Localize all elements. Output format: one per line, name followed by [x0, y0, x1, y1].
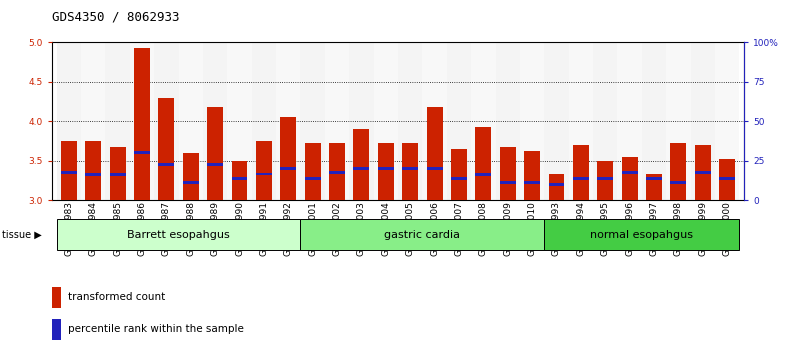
Bar	[646, 174, 662, 200]
Bar	[402, 167, 418, 170]
Bar	[57, 219, 300, 250]
Bar	[475, 173, 491, 176]
Bar	[622, 157, 638, 200]
Bar	[720, 177, 736, 180]
Bar	[252, 42, 276, 200]
Bar	[666, 42, 691, 200]
Bar	[353, 167, 369, 170]
Bar	[349, 42, 373, 200]
Bar	[81, 42, 105, 200]
Bar	[232, 177, 248, 180]
Bar	[544, 219, 739, 250]
Bar	[110, 173, 126, 176]
Bar	[622, 171, 638, 174]
Bar	[158, 163, 174, 166]
Bar	[134, 152, 150, 154]
Bar	[695, 171, 711, 174]
Bar	[228, 42, 252, 200]
Bar	[85, 141, 101, 200]
Bar	[158, 98, 174, 200]
Bar	[471, 42, 496, 200]
Bar	[378, 143, 394, 200]
Bar	[618, 42, 642, 200]
Bar	[520, 42, 544, 200]
Bar	[544, 42, 568, 200]
Bar	[232, 161, 248, 200]
Bar	[642, 42, 666, 200]
Bar	[646, 177, 662, 180]
Bar	[256, 141, 271, 200]
Bar	[451, 177, 467, 180]
Text: tissue ▶: tissue ▶	[2, 229, 41, 240]
Bar	[353, 129, 369, 200]
Bar	[207, 107, 223, 200]
Bar	[573, 145, 589, 200]
Bar	[183, 181, 199, 184]
Text: Barrett esopahgus: Barrett esopahgus	[127, 229, 230, 240]
Bar	[203, 42, 228, 200]
Bar	[720, 159, 736, 200]
Bar	[475, 127, 491, 200]
Bar	[427, 167, 443, 170]
Bar	[451, 149, 467, 200]
Bar	[329, 171, 345, 174]
Bar	[593, 42, 618, 200]
Bar	[305, 143, 321, 200]
Bar	[276, 42, 300, 200]
Text: GDS4350 / 8062933: GDS4350 / 8062933	[52, 11, 179, 24]
Bar	[105, 42, 130, 200]
Bar	[573, 177, 589, 180]
Bar	[110, 147, 126, 200]
Bar	[256, 173, 271, 175]
Bar	[597, 161, 613, 200]
Bar	[427, 107, 443, 200]
Bar	[402, 143, 418, 200]
Text: transformed count: transformed count	[68, 292, 165, 302]
Text: normal esopahgus: normal esopahgus	[591, 229, 693, 240]
Bar	[329, 143, 345, 200]
Bar	[183, 153, 199, 200]
Bar	[715, 42, 739, 200]
Bar	[60, 171, 76, 174]
Bar	[398, 42, 423, 200]
Bar	[525, 151, 540, 200]
Bar	[423, 42, 447, 200]
Bar	[130, 42, 154, 200]
Bar	[695, 145, 711, 200]
Bar	[85, 173, 101, 176]
Bar	[57, 42, 81, 200]
Bar	[305, 177, 321, 180]
Bar	[60, 141, 76, 200]
Bar	[373, 42, 398, 200]
Bar	[691, 42, 715, 200]
Bar	[670, 181, 686, 184]
Bar	[548, 183, 564, 185]
Bar	[154, 42, 178, 200]
Bar	[548, 174, 564, 200]
Bar	[525, 181, 540, 184]
Bar	[496, 42, 520, 200]
Bar	[300, 42, 325, 200]
Bar	[280, 167, 296, 170]
Bar	[500, 147, 516, 200]
Bar	[280, 117, 296, 200]
Bar	[134, 48, 150, 200]
Bar	[178, 42, 203, 200]
Bar	[597, 177, 613, 180]
Bar	[300, 219, 544, 250]
Bar	[447, 42, 471, 200]
Text: percentile rank within the sample: percentile rank within the sample	[68, 324, 244, 334]
Bar	[670, 143, 686, 200]
Text: gastric cardia: gastric cardia	[384, 229, 460, 240]
Bar	[207, 163, 223, 166]
Bar	[325, 42, 349, 200]
Bar	[500, 181, 516, 184]
Bar	[378, 167, 394, 170]
Bar	[568, 42, 593, 200]
